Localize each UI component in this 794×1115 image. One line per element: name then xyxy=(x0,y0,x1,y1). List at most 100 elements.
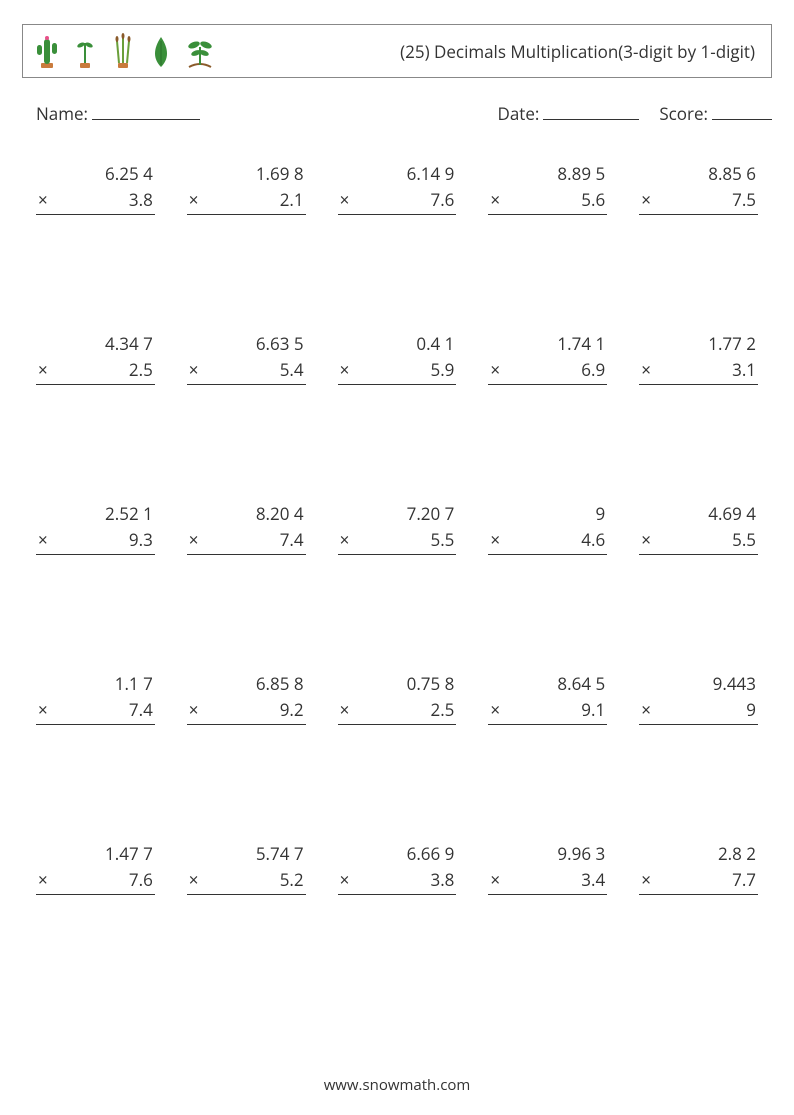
operand-a: 6.85 8 xyxy=(256,671,304,697)
operand-a: 0.4 1 xyxy=(416,331,454,357)
operator: × xyxy=(639,527,732,553)
operand-b: 7.4 xyxy=(129,697,153,723)
operand-b: 2.5 xyxy=(430,697,454,723)
problem: 1.74 1×6.9 xyxy=(488,331,607,385)
rule-line xyxy=(488,384,607,385)
rule-line xyxy=(187,894,306,895)
operand-a: 8.20 4 xyxy=(256,501,304,527)
operand-b: 2.1 xyxy=(280,187,304,213)
operand-b: 7.6 xyxy=(129,867,153,893)
problem: 6.25 4×3.8 xyxy=(36,161,155,215)
operator: × xyxy=(639,357,732,383)
problem: 5.74 7×5.2 xyxy=(187,841,306,895)
operator: × xyxy=(36,867,129,893)
operand-b: 5.4 xyxy=(280,357,304,383)
operand-a: 9 xyxy=(595,501,605,527)
page-title: (25) Decimals Multiplication(3-digit by … xyxy=(400,40,759,63)
operand-a: 9.443 xyxy=(713,671,756,697)
score-blank[interactable] xyxy=(712,104,772,120)
rule-line xyxy=(187,724,306,725)
problem-grid: 6.25 4×3.81.69 8×2.16.14 9×7.68.89 5×5.6… xyxy=(22,155,772,895)
rule-line xyxy=(338,214,457,215)
rule-line xyxy=(639,724,758,725)
name-field: Name: xyxy=(36,102,200,125)
operand-a: 1.77 2 xyxy=(708,331,756,357)
problem: 1.1 7×7.4 xyxy=(36,671,155,725)
date-blank[interactable] xyxy=(543,104,639,120)
problem: 6.66 9×3.8 xyxy=(338,841,457,895)
operand-a: 2.52 1 xyxy=(105,501,153,527)
operator: × xyxy=(36,187,129,213)
operand-b: 7.7 xyxy=(732,867,756,893)
header: (25) Decimals Multiplication(3-digit by … xyxy=(22,24,772,78)
operand-a: 5.74 7 xyxy=(256,841,304,867)
problem: 1.47 7×7.6 xyxy=(36,841,155,895)
operand-b: 2.5 xyxy=(129,357,153,383)
operand-a: 4.69 4 xyxy=(708,501,756,527)
operand-a: 8.89 5 xyxy=(557,161,605,187)
operator: × xyxy=(488,187,581,213)
rule-line xyxy=(36,554,155,555)
operand-a: 7.20 7 xyxy=(407,501,455,527)
rule-line xyxy=(338,724,457,725)
rule-line xyxy=(488,554,607,555)
rule-line xyxy=(187,554,306,555)
score-field: Score: xyxy=(659,102,772,125)
operator: × xyxy=(639,867,732,893)
problem: 8.89 5×5.6 xyxy=(488,161,607,215)
name-blank[interactable] xyxy=(92,104,200,120)
plant-icon-row xyxy=(33,33,215,69)
problem: 6.85 8×9.2 xyxy=(187,671,306,725)
problem: 0.75 8×2.5 xyxy=(338,671,457,725)
leaf-drop-icon xyxy=(147,33,175,69)
rule-line xyxy=(338,554,457,555)
operator: × xyxy=(36,357,129,383)
operator: × xyxy=(338,867,431,893)
operand-b: 9.3 xyxy=(129,527,153,553)
operand-a: 1.74 1 xyxy=(557,331,605,357)
operand-b: 7.4 xyxy=(280,527,304,553)
problem: 9.96 3×3.4 xyxy=(488,841,607,895)
operator: × xyxy=(187,357,280,383)
operand-b: 6.9 xyxy=(581,357,605,383)
reeds-icon xyxy=(109,33,137,69)
rule-line xyxy=(338,384,457,385)
sprout-icon xyxy=(71,33,99,69)
operator: × xyxy=(36,527,129,553)
operator: × xyxy=(338,187,431,213)
rule-line xyxy=(488,724,607,725)
operator: × xyxy=(338,697,431,723)
worksheet-page: (25) Decimals Multiplication(3-digit by … xyxy=(0,0,794,1115)
operator: × xyxy=(488,697,581,723)
rule-line xyxy=(36,894,155,895)
operand-a: 6.14 9 xyxy=(407,161,455,187)
operator: × xyxy=(488,527,581,553)
operator: × xyxy=(488,357,581,383)
rule-line xyxy=(488,894,607,895)
cactus-icon xyxy=(33,33,61,69)
operator: × xyxy=(187,527,280,553)
operand-a: 9.96 3 xyxy=(557,841,605,867)
operator: × xyxy=(187,187,280,213)
rule-line xyxy=(639,384,758,385)
problem: 4.34 7×2.5 xyxy=(36,331,155,385)
operand-b: 4.6 xyxy=(581,527,605,553)
rule-line xyxy=(36,214,155,215)
problem: 9 ×4.6 xyxy=(488,501,607,555)
operand-a: 6.66 9 xyxy=(407,841,455,867)
operand-a: 6.63 5 xyxy=(256,331,304,357)
problem: 8.85 6×7.5 xyxy=(639,161,758,215)
operand-b: 3.8 xyxy=(129,187,153,213)
operand-b: 5.6 xyxy=(581,187,605,213)
date-field: Date: xyxy=(497,102,639,125)
problem: 8.64 5×9.1 xyxy=(488,671,607,725)
problem: 0.4 1×5.9 xyxy=(338,331,457,385)
date-label: Date: xyxy=(497,102,539,125)
operand-b: 3.1 xyxy=(732,357,756,383)
rule-line xyxy=(639,894,758,895)
problem: 4.69 4×5.5 xyxy=(639,501,758,555)
operator: × xyxy=(488,867,581,893)
rule-line xyxy=(338,894,457,895)
operator: × xyxy=(639,697,746,723)
operator: × xyxy=(36,697,129,723)
